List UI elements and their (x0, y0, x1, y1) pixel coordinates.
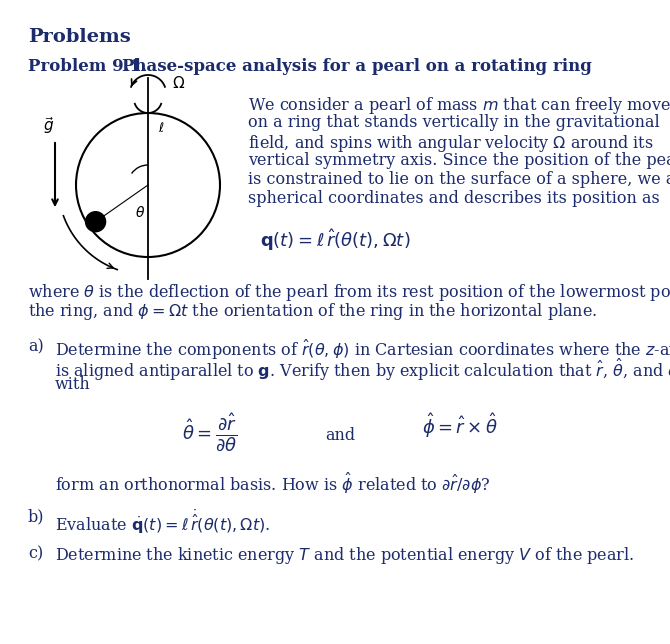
Circle shape (86, 212, 106, 232)
Text: where $\theta$ is the deflection of the pearl from its rest position of the lowe: where $\theta$ is the deflection of the … (28, 282, 670, 303)
Text: Determine the kinetic energy $T$ and the potential energy $V$ of the pearl.: Determine the kinetic energy $T$ and the… (55, 545, 634, 566)
Text: Phase-space analysis for a pearl on a rotating ring: Phase-space analysis for a pearl on a ro… (122, 58, 592, 75)
Text: and: and (325, 427, 355, 444)
Text: field, and spins with angular velocity $\Omega$ around its: field, and spins with angular velocity $… (248, 133, 654, 154)
Text: is constrained to lie on the surface of a sphere, we adopt: is constrained to lie on the surface of … (248, 171, 670, 188)
Text: vertical symmetry axis. Since the position of the pearl: vertical symmetry axis. Since the positi… (248, 152, 670, 169)
Text: a): a) (28, 338, 44, 355)
Text: c): c) (28, 545, 44, 562)
Text: the ring, and $\phi = \Omega t$ the orientation of the ring in the horizontal pl: the ring, and $\phi = \Omega t$ the orie… (28, 301, 598, 322)
Text: $\mathbf{q}(t) = \ell\,\hat{r}(\theta(t), \Omega t)$: $\mathbf{q}(t) = \ell\,\hat{r}(\theta(t)… (260, 227, 410, 252)
Text: $\ell$: $\ell$ (158, 121, 165, 135)
Text: $\hat{\phi} = \hat{r} \times \hat{\theta}$: $\hat{\phi} = \hat{r} \times \hat{\theta… (422, 411, 498, 440)
Text: $\vec{g}$: $\vec{g}$ (44, 115, 54, 136)
Text: b): b) (28, 508, 44, 525)
Text: form an orthonormal basis. How is $\hat{\phi}$ related to $\partial\hat{r}/\part: form an orthonormal basis. How is $\hat{… (55, 471, 490, 496)
Text: $\hat{\theta} = \dfrac{\partial \hat{r}}{\partial \theta}$: $\hat{\theta} = \dfrac{\partial \hat{r}}… (182, 411, 238, 453)
Text: Evaluate $\dot{\mathbf{q}}(t) = \ell\,\dot{\hat{r}}(\theta(t), \Omega t)$.: Evaluate $\dot{\mathbf{q}}(t) = \ell\,\d… (55, 508, 270, 536)
Text: on a ring that stands vertically in the gravitational: on a ring that stands vertically in the … (248, 114, 660, 131)
Text: We consider a pearl of mass $m$ that can freely move: We consider a pearl of mass $m$ that can… (248, 95, 670, 116)
Text: Problem 9.1.: Problem 9.1. (28, 58, 147, 75)
Text: is aligned antiparallel to $\mathbf{g}$. Verify then by explicit calculation tha: is aligned antiparallel to $\mathbf{g}$.… (55, 357, 670, 383)
Text: $\theta$: $\theta$ (135, 205, 145, 220)
Text: spherical coordinates and describes its position as: spherical coordinates and describes its … (248, 190, 660, 207)
Text: Problems: Problems (28, 28, 131, 46)
Text: with: with (55, 376, 90, 393)
Text: Determine the components of $\hat{r}(\theta, \phi)$ in Cartesian coordinates whe: Determine the components of $\hat{r}(\th… (55, 338, 670, 362)
Text: $\Omega$: $\Omega$ (172, 75, 185, 91)
